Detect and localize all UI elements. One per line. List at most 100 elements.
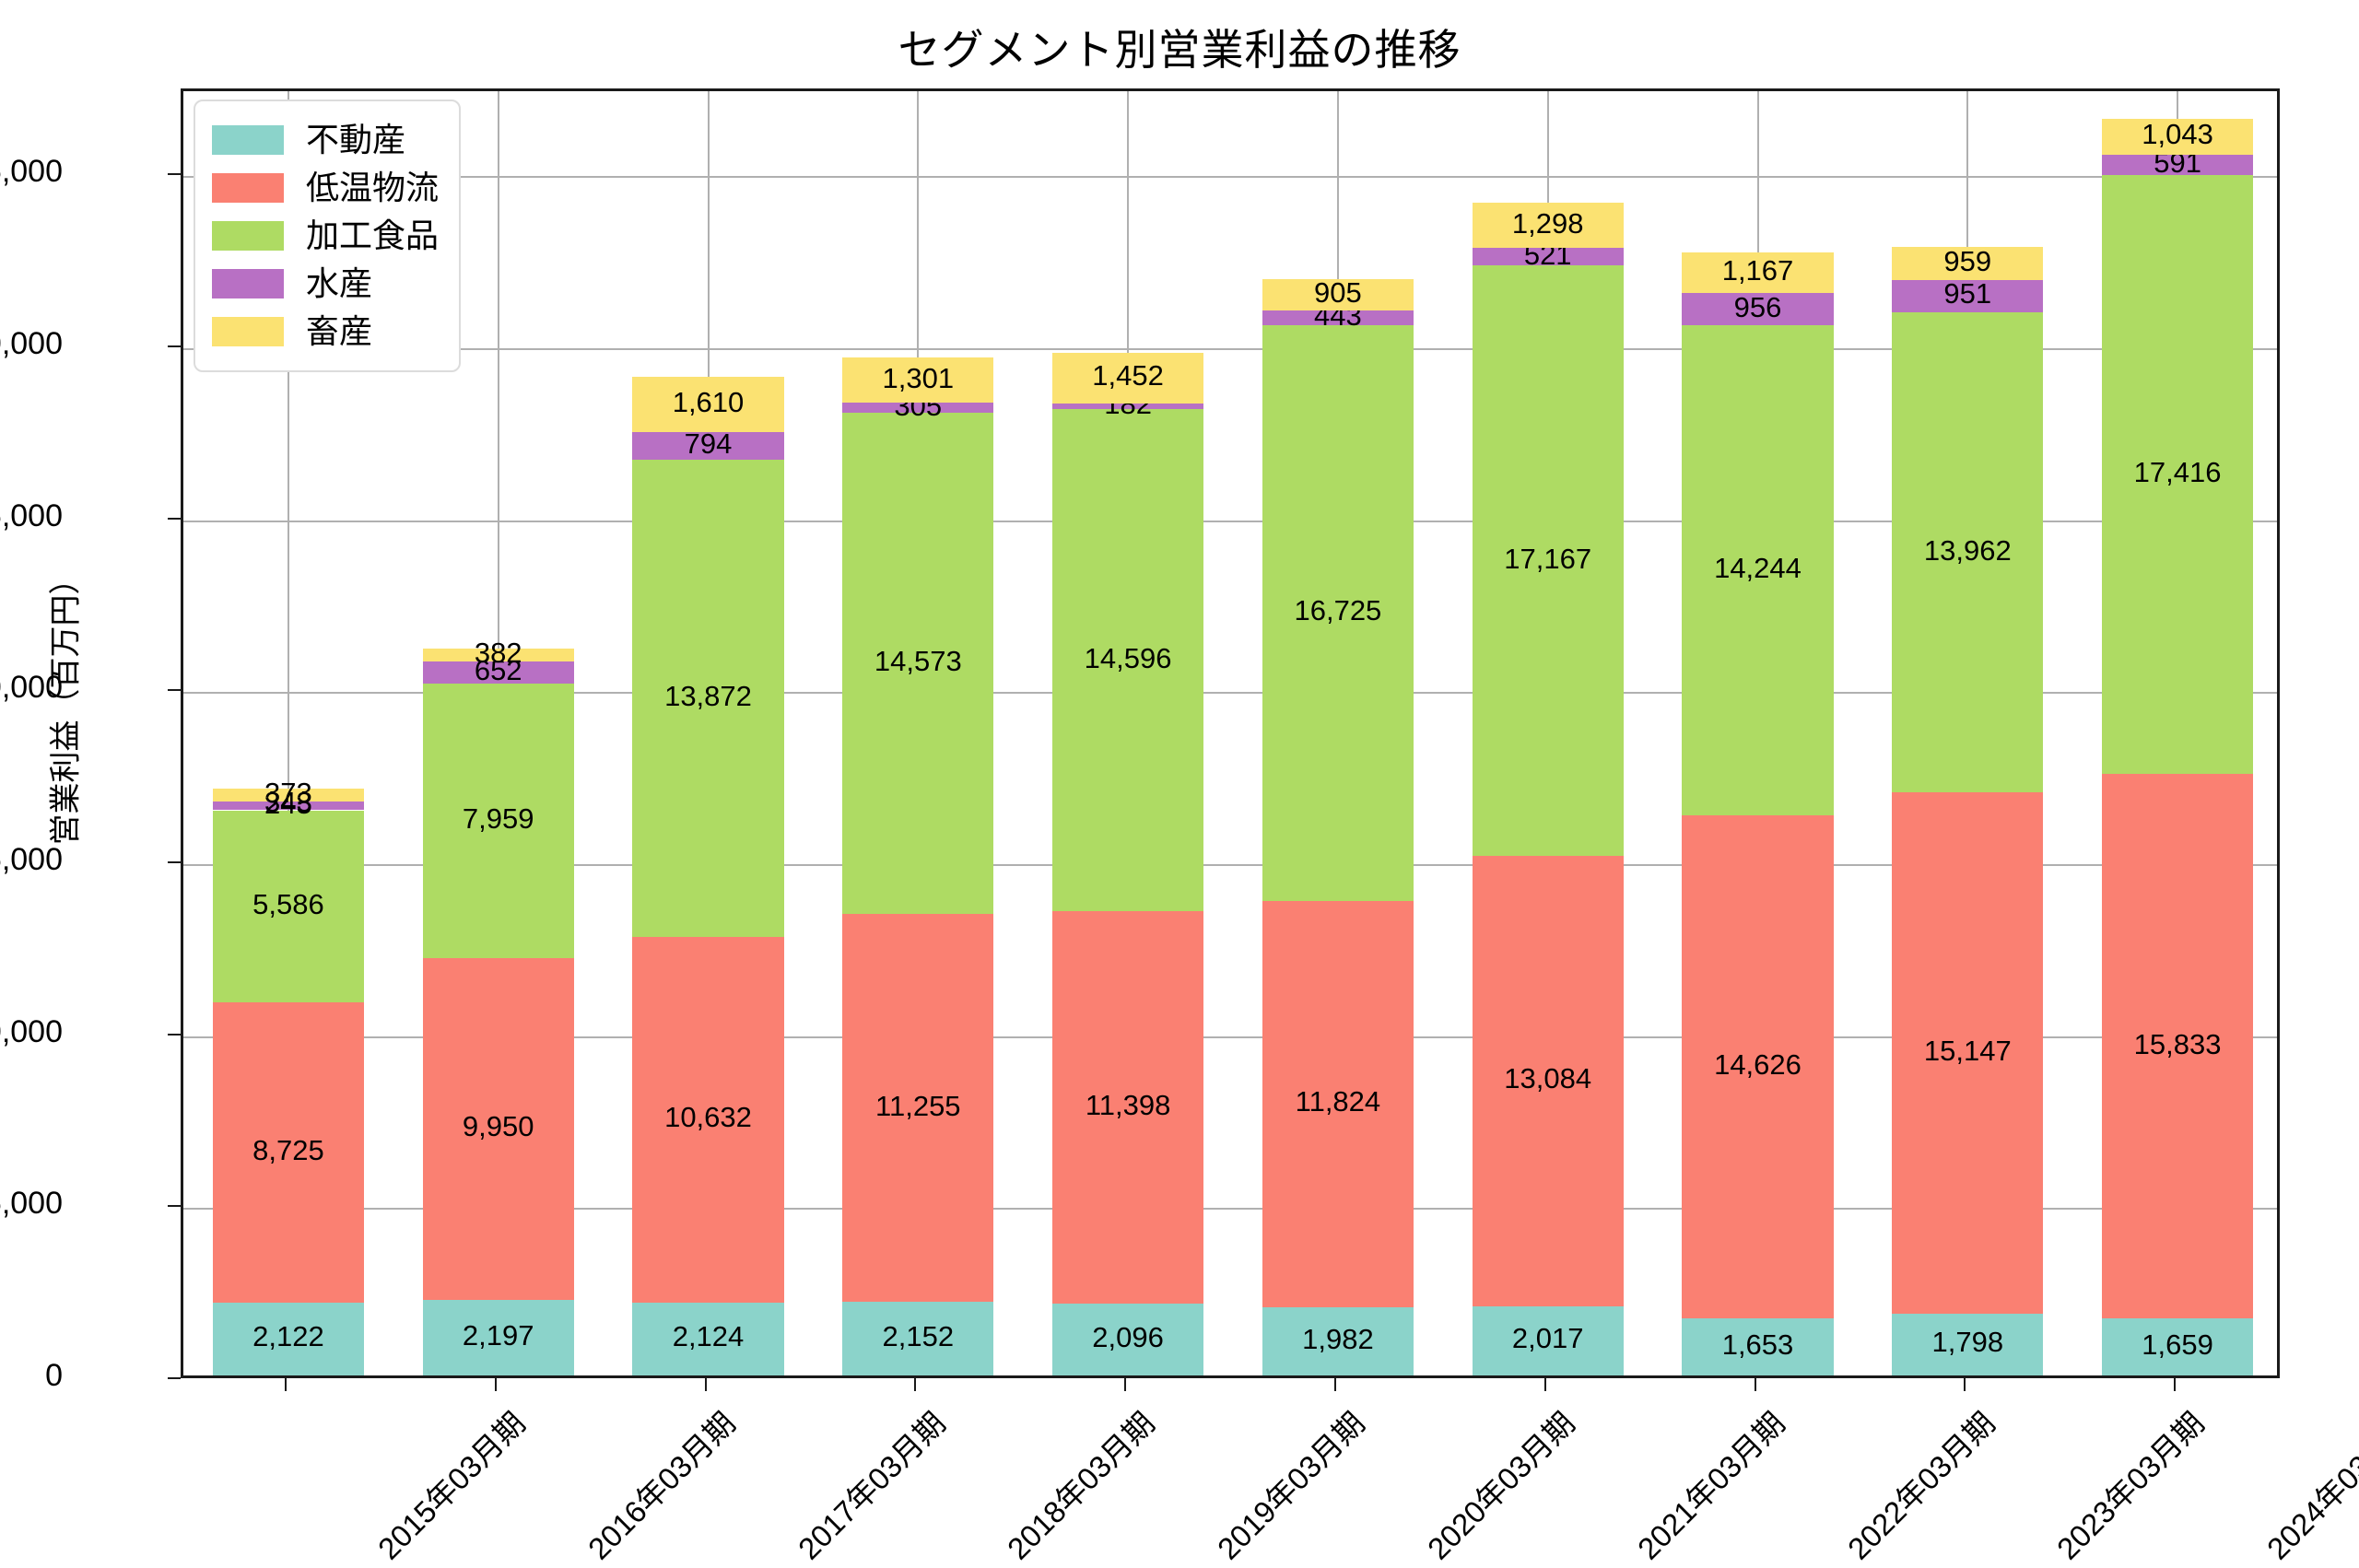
bar-segment[interactable]: [1262, 278, 1414, 310]
x-axis-tick-label: 2015年03月期: [370, 1405, 532, 1566]
x-axis-tick-mark: [1124, 1378, 1127, 1391]
bar-segment[interactable]: [842, 413, 994, 915]
y-axis-tick-mark: [168, 517, 181, 520]
bar-group[interactable]: 1,653 14,626 14,244 956 1,167: [1682, 86, 1834, 1375]
legend-swatch-icon: [212, 125, 284, 155]
bar-group[interactable]: 1,798 15,147 13,962 951 959: [1892, 86, 2044, 1375]
bar-segment[interactable]: [632, 1302, 784, 1375]
bar-segment[interactable]: [1052, 409, 1204, 912]
bar-segment[interactable]: [1052, 1303, 1204, 1375]
x-axis-tick-mark: [2174, 1378, 2177, 1391]
legend-item-label: 畜産: [306, 312, 373, 350]
bar-segment[interactable]: [1892, 312, 2044, 793]
y-axis-tick-mark: [168, 1205, 181, 1208]
gridline-horizontal: [183, 176, 2277, 179]
bar-segment[interactable]: [632, 459, 784, 937]
bar-group[interactable]: 1,659 15,833 17,416 591 1,043: [2102, 86, 2254, 1375]
x-axis-tick-mark: [1964, 1378, 1966, 1391]
legend-swatch-icon: [212, 221, 284, 251]
bar-segment[interactable]: [422, 648, 574, 662]
bar-segment[interactable]: [422, 1299, 574, 1375]
bar-segment[interactable]: [212, 1002, 364, 1303]
bar-segment[interactable]: [212, 1302, 364, 1375]
bar-segment[interactable]: [842, 403, 994, 414]
bar-segment[interactable]: [1682, 292, 1834, 326]
bar-segment[interactable]: [1052, 911, 1204, 1304]
gridline-vertical: [287, 91, 289, 1375]
bar-segment[interactable]: [632, 936, 784, 1303]
y-axis-tick-mark: [168, 173, 181, 176]
bar-segment[interactable]: [1262, 1307, 1414, 1375]
bar-group[interactable]: 2,152 11,255 14,573 305 1,301: [842, 86, 994, 1375]
chart-legend: 不動産低温物流加工食品水産畜産: [194, 99, 462, 372]
bar-segment[interactable]: [1682, 1318, 1834, 1375]
x-axis-tick-mark: [704, 1378, 707, 1391]
legend-swatch-icon: [212, 317, 284, 346]
bar-segment[interactable]: [1472, 856, 1624, 1306]
gridline-horizontal: [183, 1036, 2277, 1038]
x-axis-tick-mark: [1754, 1378, 1756, 1391]
bar-segment[interactable]: [1262, 325, 1414, 901]
legend-swatch-icon: [212, 269, 284, 298]
bar-segment[interactable]: [1682, 815, 1834, 1319]
bar-segment[interactable]: [632, 432, 784, 460]
legend-item-4[interactable]: 水産: [212, 260, 439, 308]
legend-swatch-icon: [212, 173, 284, 203]
bar-segment[interactable]: [1892, 279, 2044, 313]
bar-segment[interactable]: [1052, 403, 1204, 410]
y-axis-tick-label: 5,000: [0, 1186, 63, 1222]
bar-segment[interactable]: [1052, 353, 1204, 404]
plot-area: 2,122 8,725 5,586 245 373 2,197 9,950 7,959 652 3…: [181, 88, 2280, 1378]
bar-segment[interactable]: [2102, 154, 2254, 175]
bar-segment[interactable]: [422, 957, 574, 1300]
gridline-horizontal: [183, 1208, 2277, 1211]
legend-item-2[interactable]: 低温物流: [212, 164, 439, 212]
legend-item-3[interactable]: 加工食品: [212, 212, 439, 260]
bar-segment[interactable]: [1472, 265, 1624, 857]
bar-segment[interactable]: [1472, 203, 1624, 248]
bar-segment[interactable]: [1892, 792, 2044, 1314]
bar-segment[interactable]: [422, 661, 574, 685]
bar-group[interactable]: 2,096 11,398 14,596 182 1,452: [1052, 86, 1204, 1375]
bar-segment[interactable]: [1682, 325, 1834, 816]
bar-segment[interactable]: [212, 810, 364, 1003]
legend-item-5[interactable]: 畜産: [212, 308, 439, 356]
legend-item-label: 低温物流: [306, 169, 440, 206]
legend-item-1[interactable]: 不動産: [212, 116, 439, 164]
y-axis-tick-label: 0: [45, 1358, 63, 1393]
bar-group[interactable]: 2,124 10,632 13,872 794 1,610: [632, 86, 784, 1375]
bar-group[interactable]: 1,982 11,824 16,725 443 905: [1262, 86, 1414, 1375]
bar-segment[interactable]: [842, 1301, 994, 1375]
bar-segment[interactable]: [2102, 1318, 2254, 1375]
bar-segment[interactable]: [2102, 174, 2254, 774]
bar-segment[interactable]: [842, 914, 994, 1302]
bar-segment[interactable]: [422, 684, 574, 958]
bar-group[interactable]: 2,017 13,084 17,167 521 1,298: [1472, 86, 1624, 1375]
plot-inner: 2,122 8,725 5,586 245 373 2,197 9,950 7,959 652 3…: [183, 91, 2277, 1375]
x-axis-tick-label: 2017年03月期: [791, 1405, 952, 1566]
bar-segment[interactable]: [1892, 1313, 2044, 1375]
bar-segment[interactable]: [1262, 310, 1414, 326]
legend-item-label: 加工食品: [306, 216, 440, 254]
y-axis-tick-mark: [168, 861, 181, 863]
y-axis-tick-label: 15,000: [0, 842, 63, 877]
x-axis-tick-label: 2020年03月期: [1420, 1405, 1581, 1566]
gridline-horizontal: [183, 348, 2277, 350]
bar-segment[interactable]: [1682, 252, 1834, 293]
gridline-horizontal: [183, 520, 2277, 522]
y-axis-tick-mark: [168, 1377, 181, 1379]
bar-segment[interactable]: [842, 357, 994, 404]
x-axis-tick-label: 2023年03月期: [2050, 1405, 2212, 1566]
gridline-horizontal: [183, 864, 2277, 866]
bar-segment[interactable]: [632, 377, 784, 433]
bar-segment[interactable]: [1262, 900, 1414, 1307]
bar-segment[interactable]: [1472, 1305, 1624, 1375]
y-axis-tick-mark: [168, 1033, 181, 1036]
bar-segment[interactable]: [1472, 247, 1624, 266]
page-title: セグメント別営業利益の推移: [898, 26, 1461, 74]
bar-segment[interactable]: [2102, 773, 2254, 1319]
bar-segment[interactable]: [212, 789, 364, 802]
bar-segment[interactable]: [212, 802, 364, 811]
bar-segment[interactable]: [2102, 118, 2254, 155]
bar-segment[interactable]: [1892, 246, 2044, 280]
